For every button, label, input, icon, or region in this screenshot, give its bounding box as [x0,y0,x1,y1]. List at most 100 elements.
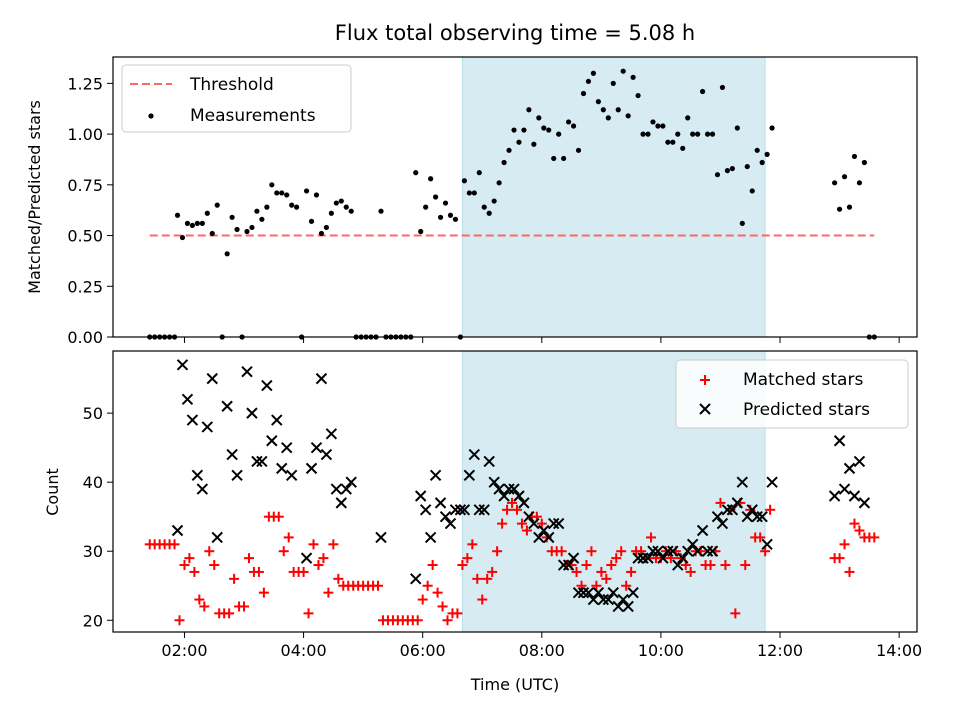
predicted-stars-point [251,455,263,468]
matched-stars-point [502,504,513,515]
measurements-point [754,147,760,153]
predicted-stars-point [300,552,313,564]
predicted-stars-point [572,586,585,599]
measurements-point [635,92,641,99]
bottom-y-axis-label: Count [43,468,62,516]
matched-stars-point [645,532,656,543]
matched-stars-point [417,594,428,605]
predicted-stars-point [201,421,214,433]
measurements-point [832,180,838,186]
matched-stars-point [621,580,632,591]
measurements-point [486,210,492,216]
measurements-point [590,70,597,76]
predicted-stars-point [696,524,709,537]
x-tick-label: 08:00 [519,641,565,660]
predicted-stars-point [171,524,184,537]
matched-stars-point [849,518,860,529]
measurements-point [338,198,344,204]
measurements-point [214,202,220,208]
predicted-stars-point [285,469,298,481]
measurements-point [620,68,626,74]
x-axis-label: Time (UTC) [470,675,559,694]
matched-stars-point [765,504,776,515]
matched-stars-point [457,560,468,571]
measurements-point [556,131,562,137]
measurements-point [308,218,315,224]
predicted-stars-point [523,510,535,523]
predicted-stars-point [468,448,481,461]
predicted-stars-point [828,490,841,502]
matched-stars-point [556,546,567,557]
predicted-stars-point [711,510,724,523]
measurements-point [234,226,240,233]
shaded-interval [461,56,766,338]
measurements-point [685,115,691,121]
matched-stars-point [258,587,269,598]
predicted-stars-point [677,552,689,564]
measurements-point [194,220,200,226]
predicted-stars-point [567,552,580,564]
y-tick-label: 0.75 [67,176,103,195]
measurements-point [729,165,735,172]
top-legend-frame [121,64,352,133]
measurements-point [259,216,265,222]
measurements-point [491,198,497,204]
predicted-stars-point [726,504,739,516]
matched-stars-point [308,539,319,550]
matched-stars-point [422,580,433,591]
plot-frame [112,56,918,338]
y-tick-label: 0.25 [67,277,103,296]
measurements-point [423,204,429,210]
matched-stars-point [760,546,771,557]
measurements-point [610,80,616,86]
predicted-stars-point [533,531,545,544]
matched-stars-point [243,553,254,564]
y-tick-label: 0.00 [67,328,103,347]
predicted-stars-point [449,504,462,516]
measurements-point [521,127,527,133]
matched-stars-point [507,497,518,508]
predicted-stars-point [305,462,318,475]
measurements-point [595,99,601,105]
matched-stars-point [467,539,478,550]
predicted-stars-point [642,552,654,564]
predicted-stars-point [211,531,223,544]
measurements-point [229,214,235,220]
measurements-point [695,131,701,137]
x-tick-label: 10:00 [638,641,684,660]
matched-stars-point [586,546,597,557]
predicted-stars-point [206,372,218,385]
measurements-point [709,131,716,137]
matched-stars-point [839,539,850,550]
matched-stars-point [323,587,334,598]
predicted-stars-point [838,483,851,495]
predicted-stars-point [632,552,644,564]
measurements-point [323,224,330,231]
matched-stars-point [715,497,726,508]
predicted-stars-point [682,545,694,557]
measurements-point [546,127,552,133]
measurements-point [655,123,661,129]
predicted-stars-point [498,490,510,502]
predicted-stars-point [241,366,253,378]
predicted-stars-point [478,504,490,516]
predicted-stars-point [186,414,199,426]
matched-stars-point [184,553,195,564]
predicted-stars-point [508,483,520,495]
matched-stars-point [834,553,845,564]
predicted-stars-point [315,372,328,385]
predicted-stars-point [592,586,605,599]
matched-stars-point [521,525,532,536]
measurements-point [461,178,467,184]
measurements-point [447,212,454,218]
predicted-stars-point [434,497,447,509]
predicted-stars-point [538,524,550,537]
predicted-stars-point [444,517,457,530]
matched-stars-point [477,594,488,605]
measurements-point [764,151,770,157]
predicted-stars-point [276,462,288,475]
predicted-stars-point [439,510,452,523]
predicted-stars-point [424,531,437,544]
measurements-legend-label: Measurements [190,106,316,126]
